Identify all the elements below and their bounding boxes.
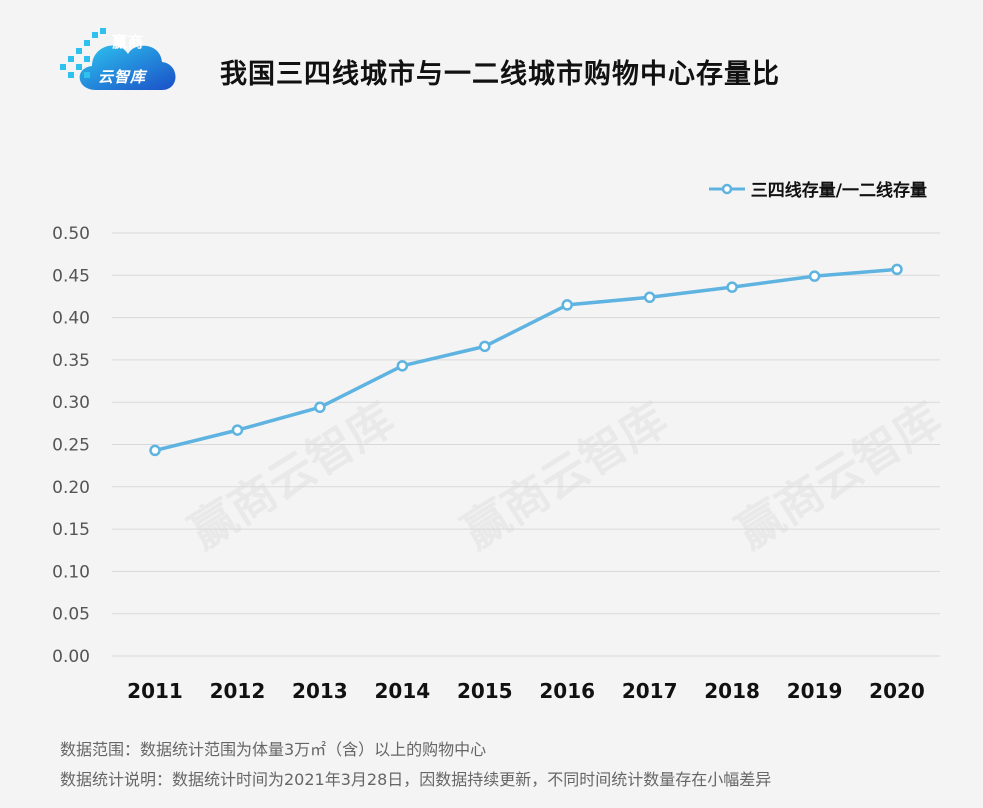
y-tick-label: 0.45 [52,266,90,286]
legend-marker [708,183,745,194]
data-point [149,444,161,457]
x-tick-label: 2011 [127,679,183,703]
y-tick-label: 0.50 [52,224,90,244]
data-point [561,299,573,311]
data-point [231,424,244,436]
data-point [396,360,409,372]
data-point [808,270,821,282]
y-tick-label: 0.15 [52,520,90,540]
x-tick-label: 2020 [869,679,925,703]
y-tick-label: 0.30 [52,393,90,413]
note-scope: 数据范围：数据统计范围为体量3万㎡（含）以上的购物中心 [60,740,487,759]
chart-title: 我国三四线城市与一二线城市购物中心存量比 [220,59,780,90]
y-tick-label: 0.10 [52,562,90,582]
y-tick-label: 0.25 [52,436,90,456]
x-tick-label: 2014 [374,679,430,703]
data-point [643,291,656,304]
x-tick-label: 2017 [622,679,678,703]
x-tick-label: 2013 [292,679,348,703]
data-point [479,340,491,353]
y-tick-label: 0.20 [52,478,90,498]
x-tick-label: 2012 [210,679,266,703]
y-tick-label: 0.35 [52,351,90,371]
legend-label: 三四线存量/一二线存量 [750,181,927,201]
x-tick-label: 2018 [704,679,760,703]
legend: 三四线存量/一二线存量 [708,176,927,201]
logo-text-line1: 赢商 [112,33,145,51]
data-point [891,263,903,276]
y-tick-label: 0.40 [52,309,90,329]
data-point [726,281,738,293]
data-point [314,401,326,414]
note-explanation: 数据统计说明：数据统计时间为2021年3月28日，因数据持续更新，不同时间统计数… [60,770,772,789]
logo [60,28,176,90]
series-line [153,267,899,453]
x-tick-label: 2015 [457,679,513,703]
logo-text-line2: 云智库 [98,68,147,86]
x-tick-label: 2019 [787,679,843,703]
y-tick-label: 0.05 [52,605,90,625]
footnotes: 数据范围：数据统计范围为体量3万㎡（含）以上的购物中心 数据统计说明：数据统计时… [60,735,771,795]
y-tick-label: 0.00 [52,647,90,667]
x-tick-label: 2016 [539,679,595,703]
